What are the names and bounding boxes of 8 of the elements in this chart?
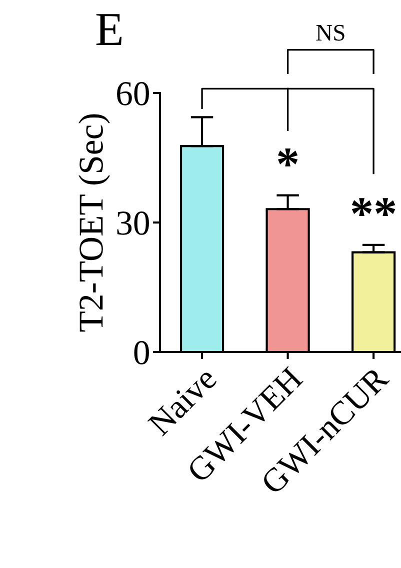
text: E [96, 14, 122, 45]
y-axis-title: T2-TOET (Sec) [78, 114, 110, 332]
y-tick-label: 30 [117, 211, 149, 235]
y-tick-label: 0 [134, 340, 149, 364]
y-tick-label: 60 [117, 82, 149, 106]
annotation: * [278, 148, 298, 166]
annotation: ** [352, 198, 396, 216]
text: NS [316, 24, 344, 41]
